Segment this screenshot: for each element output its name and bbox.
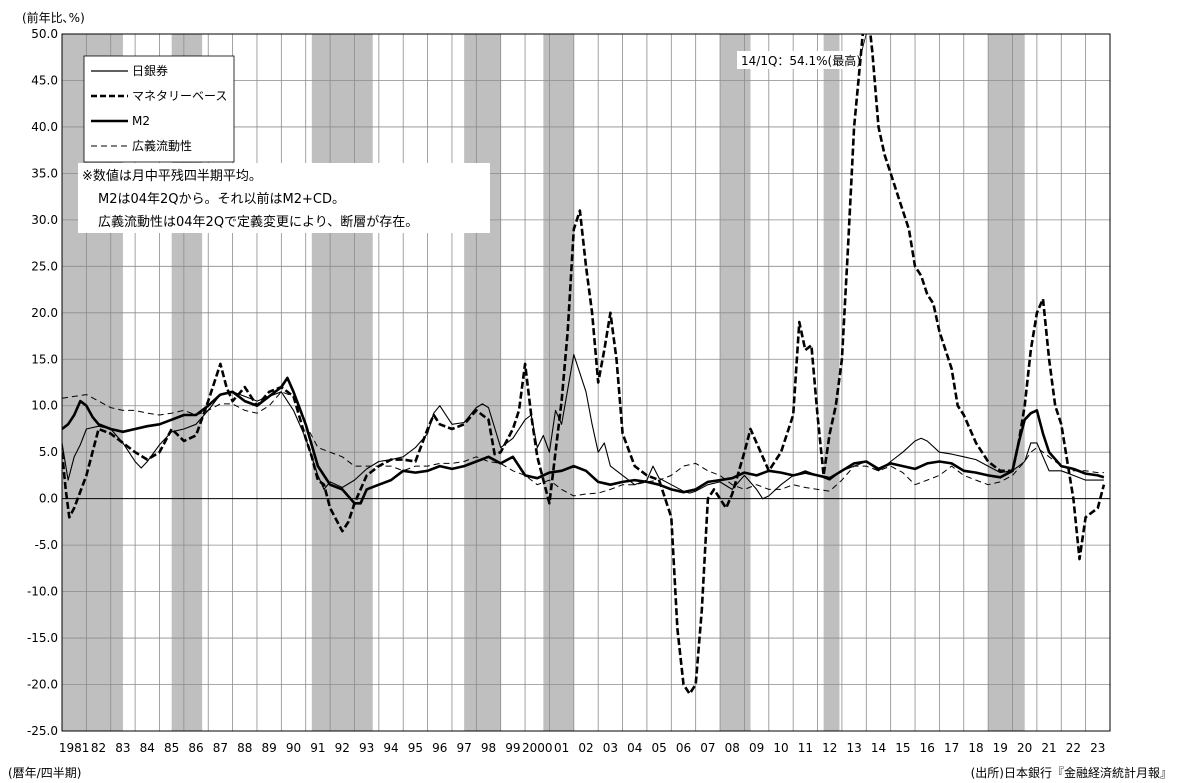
x-tick-label: 04: [627, 741, 642, 755]
y-tick-labels: -25.0 -20.0 -15.0 -10.0 -5.0 0.0 5.0 10.0 15.0 20…: [27, 27, 58, 738]
x-tick-label: 02: [578, 741, 593, 755]
annotation-background: [737, 51, 859, 69]
x-tick-label: 1981: [59, 741, 90, 755]
x-tick-label: 93: [359, 741, 374, 755]
x-tick-label: 23: [1090, 741, 1105, 755]
x-tick-label: 90: [286, 741, 301, 755]
y-tick-label: 40.0: [31, 120, 58, 134]
recession-band-6: [823, 34, 840, 731]
y-tick-label: 10.0: [31, 399, 58, 413]
x-tick-label: 95: [408, 741, 423, 755]
legend-box: [83, 55, 235, 163]
x-tick-label: 88: [237, 741, 252, 755]
x-tick-label: 16: [920, 741, 935, 755]
x-tick-label: 92: [335, 741, 350, 755]
annotation-text: 14/1Q：54.1%(最高): [741, 53, 861, 68]
series-m2: [62, 376, 1105, 505]
y-tick-label: 5.0: [39, 445, 58, 459]
notes-box: ※数値は月中平残四半期平均。 M2は04年2Qから。それ以前はM2+CD。 広義…: [78, 163, 490, 233]
x-tick-label: 14: [871, 741, 886, 755]
x-tick-label: 20: [1017, 741, 1032, 755]
x-tick-label: 07: [700, 741, 715, 755]
x-tick-label: 12: [822, 741, 837, 755]
x-tick-label: 84: [140, 741, 155, 755]
x-tick-label: 82: [91, 741, 106, 755]
x-tick-label: 01: [554, 741, 569, 755]
y-tick-label: 0.0: [39, 492, 58, 506]
legend-label-m2: M2: [132, 114, 150, 128]
x-tick-label: 17: [944, 741, 959, 755]
x-tick-label: 2000: [522, 741, 553, 755]
x-tick-label: 91: [310, 741, 325, 755]
x-tick-label: 19: [993, 741, 1008, 755]
recession-band-5: [720, 34, 751, 731]
x-tick-label: 05: [651, 741, 666, 755]
y-tick-label: 35.0: [31, 166, 58, 180]
recession-band-3: [464, 34, 501, 731]
note-line-2: M2は04年2Qから。それ以前はM2+CD。: [98, 191, 345, 207]
legend-label-banknotes: 日銀券: [132, 63, 168, 78]
x-tick-label: 83: [115, 741, 130, 755]
x-tick-labels: 1981 82 83 84 85 86 87 88 89 90 91 92 93 94 95 96 97 98 99…: [59, 741, 1106, 755]
series-lines: [62, 34, 1106, 696]
plot-frame: [61, 33, 1111, 732]
y-tick-label: 15.0: [31, 352, 58, 366]
x-tick-label: 97: [456, 741, 471, 755]
notes-background: [78, 163, 490, 233]
x-tick-label: 03: [603, 741, 618, 755]
x-tick-label: 89: [262, 741, 277, 755]
x-tick-label: 22: [1066, 741, 1081, 755]
x-tick-label: 85: [164, 741, 179, 755]
x-tick-label: 87: [213, 741, 228, 755]
x-tick-label: 15: [895, 741, 910, 755]
y-tick-label: 25.0: [31, 259, 58, 273]
y-tick-label: -10.0: [27, 585, 58, 599]
y-tick-label: 50.0: [31, 27, 58, 41]
legend-label-monetary-base: マネタリーベース: [132, 89, 227, 103]
series-broad-liquidity: [62, 391, 1104, 497]
y-tick-label: 30.0: [31, 213, 58, 227]
peak-annotation: 14/1Q：54.1%(最高): [737, 33, 867, 69]
legend: 日銀券 マネタリーベース M2 広義流動性: [83, 55, 235, 163]
source-label: (出所)日本銀行『金融経済統計月報』: [971, 765, 1172, 780]
x-unit-label: (暦年/四半期): [8, 766, 81, 780]
recession-band-2: [311, 34, 373, 731]
recession-band-7: [988, 34, 1025, 731]
y-tick-label: -15.0: [27, 631, 58, 645]
y-tick-label: -20.0: [27, 678, 58, 692]
x-tick-label: 06: [676, 741, 691, 755]
y-tick-label: 45.0: [31, 73, 58, 87]
y-unit-label: (前年比､%): [22, 10, 85, 25]
x-tick-label: 08: [725, 741, 740, 755]
y-tick-label: -5.0: [35, 538, 58, 552]
y-tick-label: -25.0: [27, 724, 58, 738]
x-tick-label: 13: [846, 741, 861, 755]
x-tick-label: 21: [1041, 741, 1056, 755]
x-tick-label: 99: [505, 741, 520, 755]
note-line-3: 広義流動性は04年2Qで定義変更により、断層が存在。: [98, 214, 418, 230]
x-tick-label: 09: [749, 741, 764, 755]
legend-label-broad-liquidity: 広義流動性: [132, 138, 192, 153]
horizontal-gridlines: [62, 33, 1110, 732]
x-tick-label: 94: [383, 741, 398, 755]
x-tick-label: 11: [798, 741, 813, 755]
x-tick-label: 86: [188, 741, 203, 755]
series-banknotes: [62, 354, 1104, 500]
y-tick-label: 20.0: [31, 306, 58, 320]
annotation-leader-line: [858, 33, 867, 63]
x-tick-label: 18: [968, 741, 983, 755]
series-monetary-base: [62, 34, 1106, 696]
x-tick-label: 10: [773, 741, 788, 755]
note-line-1: ※数値は月中平残四半期平均。: [82, 168, 262, 184]
x-tick-label: 96: [432, 741, 447, 755]
x-tick-label: 98: [481, 741, 496, 755]
